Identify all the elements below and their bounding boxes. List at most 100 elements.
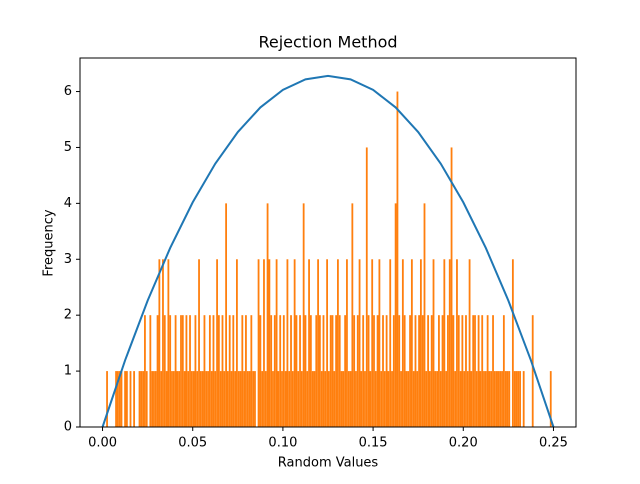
histogram-bar (392, 315, 395, 427)
histogram-bar (261, 371, 264, 427)
histogram-bar (501, 371, 503, 427)
histogram-bar (290, 315, 292, 427)
histogram-bar (120, 371, 123, 427)
histogram-bar (248, 371, 251, 427)
histogram-bar (281, 371, 283, 427)
histogram-bar (369, 371, 372, 427)
histogram-bar (317, 259, 319, 427)
histogram-bar (495, 371, 498, 427)
histogram-bar (454, 371, 457, 427)
histogram-bar (474, 315, 476, 427)
histogram-bar (484, 371, 487, 427)
histogram-bar (212, 315, 215, 427)
histogram-bar (174, 315, 177, 427)
histogram-bar (513, 371, 516, 427)
histogram-bar (465, 315, 467, 427)
histogram-bar (275, 259, 278, 427)
histogram-bar (311, 371, 314, 427)
histogram-bar (400, 371, 402, 427)
histogram-bar (405, 371, 408, 427)
histogram-bar (486, 315, 489, 427)
histogram-bar (309, 315, 312, 427)
histogram-bar (241, 315, 244, 427)
histogram-bar (153, 371, 155, 427)
histogram-bar (151, 371, 154, 427)
histogram-bar (418, 315, 420, 427)
histogram-bar (228, 315, 231, 427)
x-tick-label: 0.25 (539, 436, 568, 451)
histogram-bar (492, 315, 494, 427)
y-tick-label: 0 (64, 420, 72, 435)
histogram-bar (508, 371, 511, 427)
histogram-bar (441, 315, 444, 427)
histogram-bar (236, 259, 238, 427)
histogram-bar (358, 259, 361, 427)
histogram-bar (365, 147, 368, 428)
histogram-bar (288, 371, 291, 427)
histogram-bar (133, 371, 136, 427)
histogram-bar (504, 371, 507, 427)
histogram-bar (481, 315, 484, 427)
histogram-bar (456, 259, 458, 427)
histogram-bar (187, 371, 190, 427)
histogram-bar (328, 371, 330, 427)
histogram-bar (162, 259, 164, 427)
histogram-bar (483, 371, 485, 427)
histogram-bar (410, 259, 413, 427)
plot-frame (79, 57, 577, 428)
histogram-bar (324, 371, 327, 427)
histogram-bar (208, 315, 211, 427)
histogram-bar (461, 315, 464, 427)
histogram-bar (452, 315, 455, 427)
histogram-bar (144, 315, 146, 427)
y-tick-label: 3 (64, 252, 72, 267)
histogram-bar (226, 371, 229, 427)
histogram-bar (468, 259, 471, 427)
histogram-bar (502, 315, 505, 427)
histogram-bar (142, 371, 145, 427)
histogram-bar (183, 371, 186, 427)
histogram-bar (412, 371, 415, 427)
histogram-bar (463, 371, 466, 427)
histogram-bar (217, 315, 220, 427)
y-tick-label: 1 (64, 364, 72, 379)
histogram-bar (171, 371, 173, 427)
histogram-bar (470, 371, 473, 427)
histogram-bar (434, 371, 437, 427)
histogram-bar (403, 315, 406, 427)
histogram-bar (432, 259, 435, 427)
histogram-bar (178, 371, 181, 427)
histogram-bar (124, 371, 126, 427)
histogram-bar (286, 259, 289, 427)
histogram-bar (250, 315, 253, 427)
histogram-bar (522, 371, 525, 427)
histogram-bar (419, 259, 422, 427)
histogram-bar (315, 315, 318, 427)
histogram-bar (259, 315, 262, 427)
histogram-bar (129, 371, 132, 427)
y-tick-label: 2 (64, 308, 72, 323)
histogram-bar (499, 371, 502, 427)
histogram-bar (299, 315, 301, 427)
histogram-bar (304, 315, 307, 427)
histogram-bar (362, 315, 365, 427)
histogram-bar (268, 259, 271, 427)
histogram-bar (302, 203, 305, 427)
histogram-bar (257, 259, 260, 427)
histogram-bar (335, 315, 338, 427)
x-axis-label: Random Values (278, 456, 379, 471)
y-tick-label: 4 (64, 196, 72, 211)
histogram-bar (169, 315, 172, 427)
histogram-bar (106, 371, 108, 427)
x-tick-label: 0.20 (449, 436, 478, 451)
histogram-bar (333, 371, 336, 427)
histogram-bar (252, 371, 255, 427)
histogram-bar (353, 315, 356, 427)
histogram-bar (205, 371, 208, 427)
histogram-bar (439, 371, 442, 427)
histogram-bar (189, 315, 191, 427)
histogram-bar (185, 315, 188, 427)
histogram-bar (448, 259, 451, 427)
histogram-bar (181, 315, 184, 427)
